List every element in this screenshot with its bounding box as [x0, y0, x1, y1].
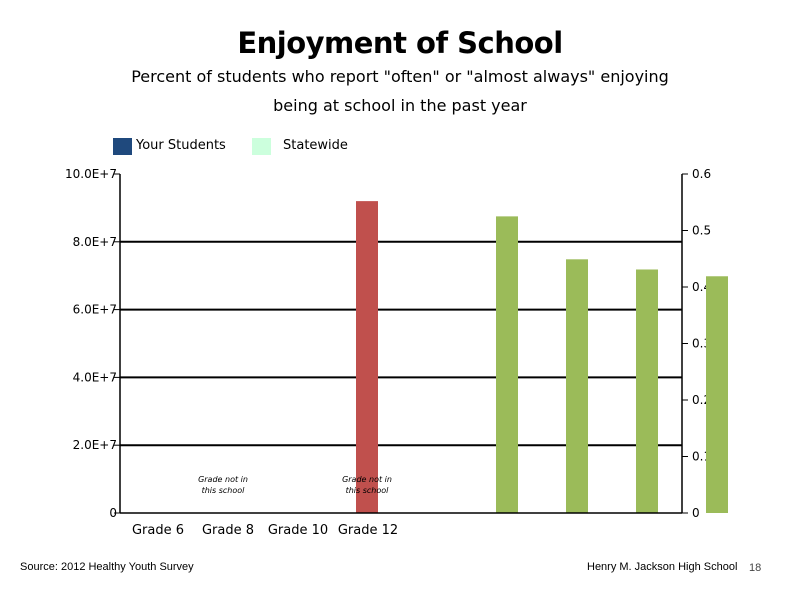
legend-label-statewide: Statewide — [283, 138, 348, 153]
bar — [356, 201, 378, 513]
category-label: Grade 12 — [338, 523, 398, 538]
chart-title: Enjoyment of School — [237, 26, 563, 60]
category-label: Grade 6 — [132, 523, 184, 538]
category-label: Grade 10 — [268, 523, 328, 538]
right-tick-label: 0.6 — [692, 167, 711, 181]
annotation-text: Grade not in — [342, 475, 392, 484]
bar — [566, 259, 588, 513]
left-tick-label: 10.0E+7 — [65, 167, 117, 181]
chart-subtitle-line-2: being at school in the past year — [273, 96, 527, 115]
annotation-text: Grade not in — [198, 475, 248, 484]
category-label: Grade 8 — [202, 523, 254, 538]
bar — [636, 269, 658, 513]
school-name: Henry M. Jackson High School — [587, 561, 738, 573]
chart-subtitle-line-1: Percent of students who report "often" o… — [131, 67, 669, 86]
annotation-text: this school — [202, 486, 246, 495]
left-tick-label: 8.0E+7 — [73, 235, 117, 249]
left-tick-label: 0 — [109, 506, 117, 520]
right-tick-label: 0 — [692, 506, 700, 520]
page-number: 18 — [749, 562, 762, 574]
bar — [706, 276, 728, 513]
right-tick-label: 0.5 — [692, 224, 711, 238]
annotation-text: this school — [346, 486, 390, 495]
source-note: Source: 2012 Healthy Youth Survey — [20, 561, 194, 573]
legend-swatch-statewide — [252, 138, 271, 155]
legend-label-your-students: Your Students — [136, 138, 226, 153]
bar — [496, 216, 518, 513]
left-tick-label: 4.0E+7 — [73, 370, 117, 384]
left-tick-label: 2.0E+7 — [73, 438, 117, 452]
left-tick-label: 6.0E+7 — [73, 303, 117, 317]
legend-swatch-your-students — [113, 138, 132, 155]
